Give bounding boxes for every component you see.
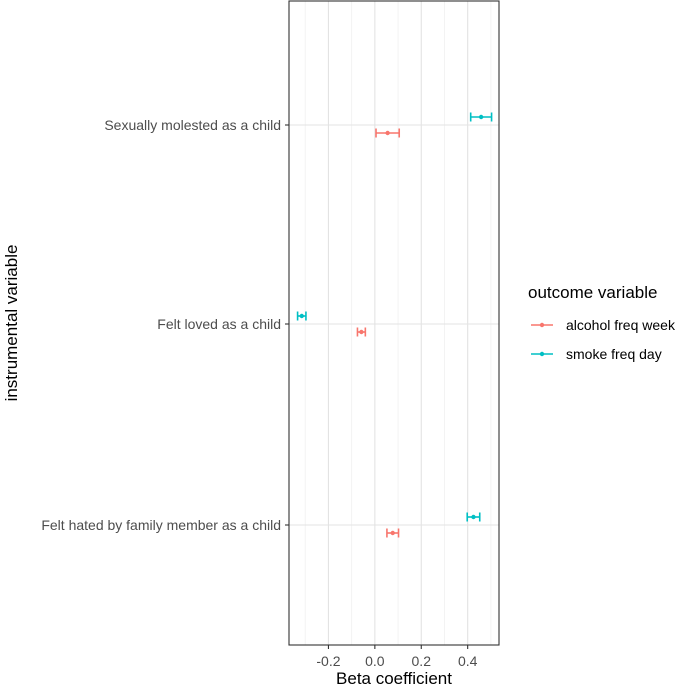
legend: outcome variable alcohol freq week smoke … [528,283,676,362]
data-point [471,514,476,520]
x-tick-label: 0.4 [458,653,478,669]
data-point [390,530,395,536]
errorbar-smoke-freq-day [466,512,481,522]
legend-key-point [539,322,545,328]
legend-title: outcome variable [528,283,657,302]
errorbar-alcohol-freq-week [356,327,367,337]
data-point [478,114,484,120]
y-tick-label: Felt loved as a child [157,316,281,332]
errorbar-smoke-freq-day [469,112,493,122]
y-tick-label: Sexually molested as a child [104,117,281,133]
data-point [385,130,390,136]
x-tick-label: -0.2 [316,653,340,669]
y-axis: Sexually molested as a child Felt loved a… [41,117,289,533]
legend-key-point [539,351,545,357]
y-axis-title: instrumental variable [2,245,21,402]
data-point [359,329,364,335]
errorbar-smoke-freq-day [296,311,307,321]
plot-marks [296,112,493,538]
legend-label: smoke freq day [566,346,662,362]
x-tick-label: 0.0 [365,653,385,669]
legend-item: alcohol freq week [531,317,676,333]
panel-border [288,0,500,646]
y-tick-label: Felt hated by family member as a child [41,517,281,533]
x-tick-label: 0.2 [412,653,432,669]
errorbar-alcohol-freq-week [386,528,400,538]
data-point [299,313,304,319]
legend-label: alcohol freq week [566,317,676,333]
grid-lines [289,1,499,645]
x-axis: -0.2 0.0 0.2 0.4 [316,645,478,669]
x-axis-title: Beta coefficient [336,669,452,688]
errorbar-alcohol-freq-week [375,128,401,138]
legend-item: smoke freq day [531,346,662,362]
